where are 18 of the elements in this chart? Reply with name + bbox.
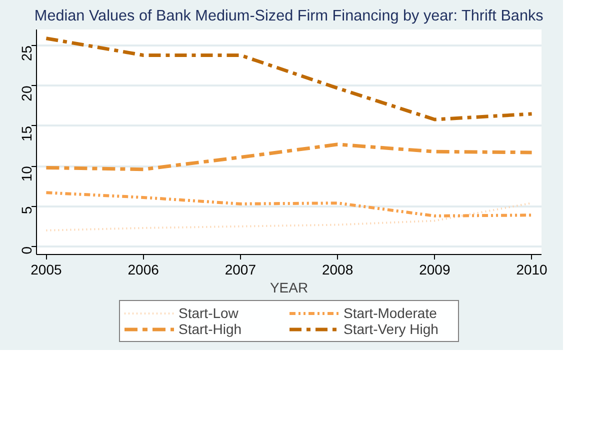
legend-label: Start-Low [178,305,240,321]
x-tick-label: 2010 [516,262,548,278]
x-tick-label: 2007 [224,262,256,278]
y-tick-label: 20 [18,86,34,102]
y-tick-label: 0 [18,246,34,254]
y-tick-label: 15 [18,126,34,142]
y-tick-label: 25 [18,45,34,62]
legend-label: Start-High [178,321,243,337]
y-tick-label: 5 [18,206,34,214]
chart-title: Median Values of Bank Medium-Sized Firm Financing by year: Thrift Banks [34,8,544,24]
x-tick-label: 2006 [128,262,160,278]
x-tick-label: 2005 [30,262,62,278]
legend-label: Start-Very High [344,321,440,337]
legend-label: Start-Moderate [344,305,438,321]
y-tick-label: 10 [18,166,34,182]
x-tick-label: 2008 [322,262,354,278]
x-axis-title: YEAR [270,280,308,296]
x-tick-label: 2009 [419,262,450,278]
